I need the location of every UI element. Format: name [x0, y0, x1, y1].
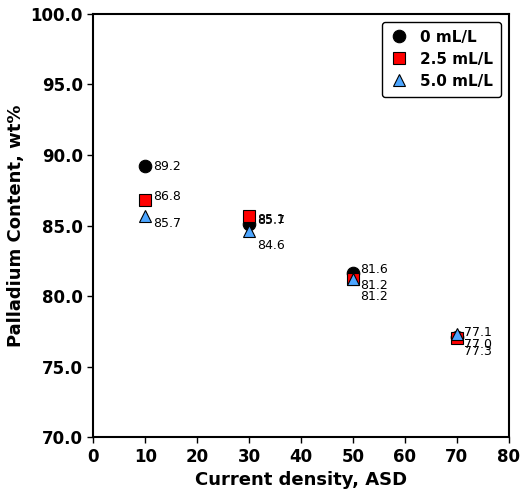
2.5 mL/L	[454, 335, 460, 341]
Text: 77.0: 77.0	[464, 338, 492, 351]
X-axis label: Current density, ASD: Current density, ASD	[195, 471, 407, 489]
Text: 89.2: 89.2	[153, 160, 181, 173]
2.5 mL/L	[246, 213, 252, 219]
5.0 mL/L	[454, 331, 460, 337]
Text: 85.7: 85.7	[153, 217, 181, 230]
Text: 85.7: 85.7	[257, 214, 285, 227]
0 mL/L	[142, 163, 149, 169]
Line: 0 mL/L: 0 mL/L	[139, 160, 463, 343]
Text: 86.8: 86.8	[153, 190, 181, 203]
Text: 77.1: 77.1	[464, 326, 492, 339]
Text: 81.6: 81.6	[360, 263, 388, 276]
Legend: 0 mL/L, 2.5 mL/L, 5.0 mL/L: 0 mL/L, 2.5 mL/L, 5.0 mL/L	[382, 22, 501, 97]
Text: 81.2: 81.2	[360, 290, 388, 303]
Line: 5.0 mL/L: 5.0 mL/L	[139, 209, 463, 340]
Line: 2.5 mL/L: 2.5 mL/L	[139, 194, 463, 345]
0 mL/L	[246, 221, 252, 227]
0 mL/L	[350, 270, 356, 276]
5.0 mL/L	[350, 276, 356, 282]
2.5 mL/L	[350, 276, 356, 282]
Text: 77.3: 77.3	[464, 345, 492, 358]
Text: 85.1: 85.1	[257, 213, 285, 226]
5.0 mL/L	[142, 213, 149, 219]
Text: 84.6: 84.6	[257, 240, 285, 252]
Text: 81.2: 81.2	[360, 279, 388, 292]
0 mL/L	[454, 334, 460, 340]
2.5 mL/L	[142, 197, 149, 203]
Y-axis label: Palladium Content, wt%: Palladium Content, wt%	[7, 104, 25, 347]
5.0 mL/L	[246, 228, 252, 234]
